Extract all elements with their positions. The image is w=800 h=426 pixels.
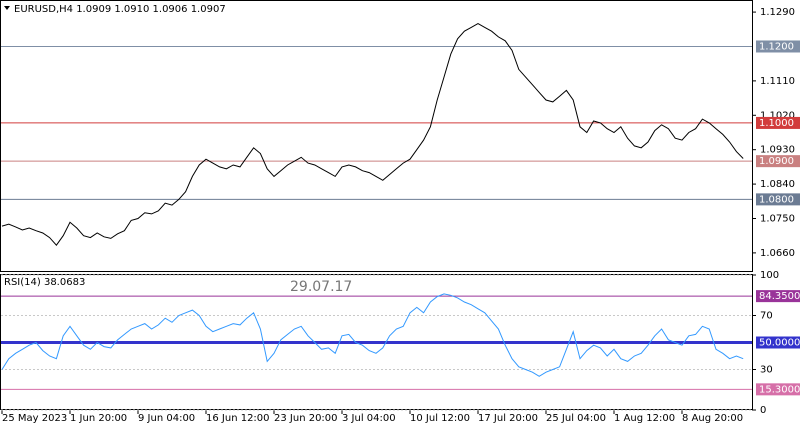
- y-tick-label: 100: [760, 270, 779, 281]
- y-tick-label: 1.0840: [760, 179, 795, 190]
- x-tick-label: 16 Jun 12:00: [206, 413, 270, 424]
- x-tick-label: 9 Jun 04:00: [138, 413, 195, 424]
- level-label: 1.0800: [759, 194, 794, 205]
- y-tick-label: 0: [760, 405, 766, 416]
- series-line: [1, 23, 744, 246]
- level-label: 1.1200: [759, 41, 794, 52]
- level-label-box: [756, 193, 800, 206]
- chart-title: EURUSD,H4 1.0909 1.0910 1.0906 1.0907: [14, 4, 226, 15]
- rsi-title: RSI(14) 38.0683: [4, 277, 85, 288]
- level-label: 15.3000: [759, 384, 800, 395]
- level-label-box: [756, 116, 800, 129]
- y-tick-label: 1.0750: [760, 213, 795, 224]
- watermark: 29.07.17: [290, 279, 352, 295]
- x-tick-label: 17 Jul 20:00: [478, 413, 538, 424]
- x-tick-label: 1 Aug 12:00: [614, 413, 675, 424]
- menu-arrow[interactable]: [4, 6, 10, 10]
- level-label: 1.1000: [759, 118, 794, 129]
- level-label-box: [756, 336, 800, 349]
- y-tick-label: 1.0660: [760, 248, 795, 259]
- x-tick-label: 3 Jul 04:00: [342, 413, 396, 424]
- level-label-box: [756, 40, 800, 53]
- series-line: [1, 293, 744, 377]
- y-tick-label: 1.1290: [760, 7, 795, 18]
- x-tick-label: 1 Jun 20:00: [70, 413, 127, 424]
- y-tick-label: 70: [760, 311, 773, 322]
- level-label-box: [756, 155, 800, 168]
- x-tick-label: 23 Jun 20:00: [274, 413, 338, 424]
- level-label-box: [756, 290, 800, 303]
- x-tick-label: 8 Aug 20:00: [682, 413, 743, 424]
- level-label: 1.0900: [759, 156, 794, 167]
- level-label: 84.3500: [759, 291, 800, 302]
- x-tick-label: 25 Jul 04:00: [546, 413, 606, 424]
- y-tick-label: 30: [760, 365, 773, 376]
- level-label: 50.0000: [759, 338, 800, 349]
- level-label-box: [756, 383, 800, 396]
- price-frame: [0, 0, 753, 272]
- x-tick-label: 25 May 2023: [2, 413, 67, 424]
- y-tick-label: 1.0930: [760, 145, 795, 156]
- y-tick-label: 1.1020: [760, 110, 795, 121]
- x-tick-label: 10 Jul 12:00: [410, 413, 470, 424]
- y-tick-label: 1.1110: [760, 76, 795, 87]
